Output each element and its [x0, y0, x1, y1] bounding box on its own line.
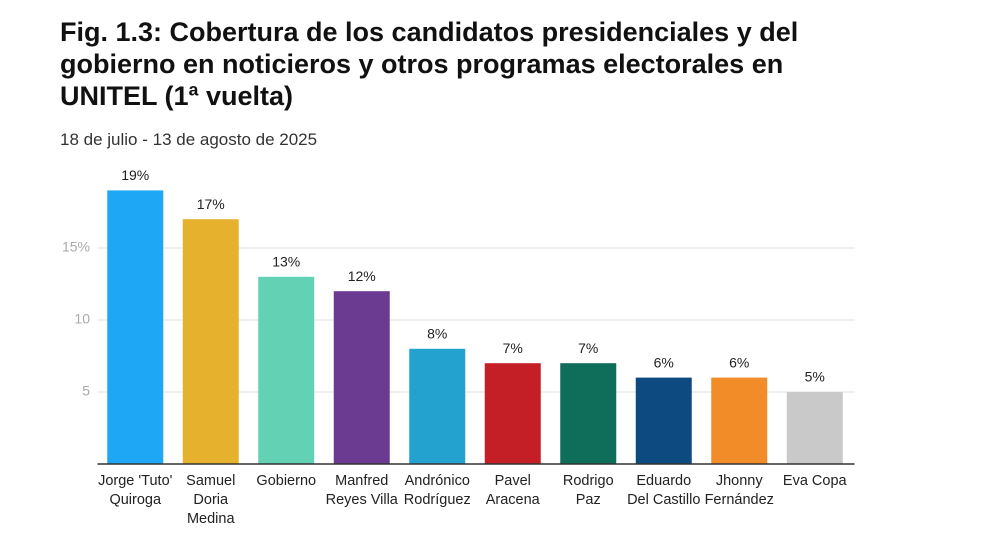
- bar: [107, 190, 164, 464]
- y-tick-label: 15%: [62, 239, 90, 255]
- chart-title: Fig. 1.3: Cobertura de los candidatos pr…: [60, 17, 799, 111]
- value-label: 7%: [503, 340, 523, 356]
- y-tick-label: 5: [82, 383, 90, 399]
- bar: [635, 377, 692, 464]
- bar: [333, 291, 390, 464]
- bar: [786, 392, 843, 464]
- y-tick-label: 10: [74, 311, 90, 327]
- bar: [711, 377, 768, 464]
- value-label: 5%: [805, 369, 825, 385]
- x-tick-label: Jhonny Fernández: [704, 473, 774, 508]
- value-label: 13%: [272, 254, 300, 270]
- x-tick-label: Gobierno: [256, 473, 317, 489]
- bar: [258, 276, 315, 464]
- value-label: 7%: [578, 340, 598, 356]
- x-tick-label: Manfred Reyes Villa: [325, 473, 398, 508]
- x-tick-label: Andrónico Rodríguez: [403, 473, 471, 508]
- x-tick-label: Jorge 'Tuto' Quiroga: [98, 473, 173, 508]
- value-label: 12%: [348, 268, 376, 284]
- x-tick-label: Eduardo Del Castillo: [627, 473, 701, 508]
- x-tick-label: Rodrigo Paz: [562, 473, 614, 508]
- chart-subtitle: 18 de julio - 13 de agosto de 2025: [60, 130, 318, 149]
- value-label: 6%: [654, 354, 674, 370]
- bar: [560, 363, 617, 464]
- bar: [409, 348, 466, 464]
- value-label: 8%: [427, 326, 447, 342]
- x-tick-label: Pavel Aracena: [485, 473, 540, 508]
- bar: [484, 363, 541, 464]
- value-label: 19%: [121, 167, 149, 183]
- value-label: 17%: [197, 196, 225, 212]
- bar: [182, 219, 239, 464]
- x-tick-label: Eva Copa: [782, 473, 847, 489]
- value-label: 6%: [729, 354, 749, 370]
- x-tick-label: Samuel Doria Medina: [186, 473, 236, 527]
